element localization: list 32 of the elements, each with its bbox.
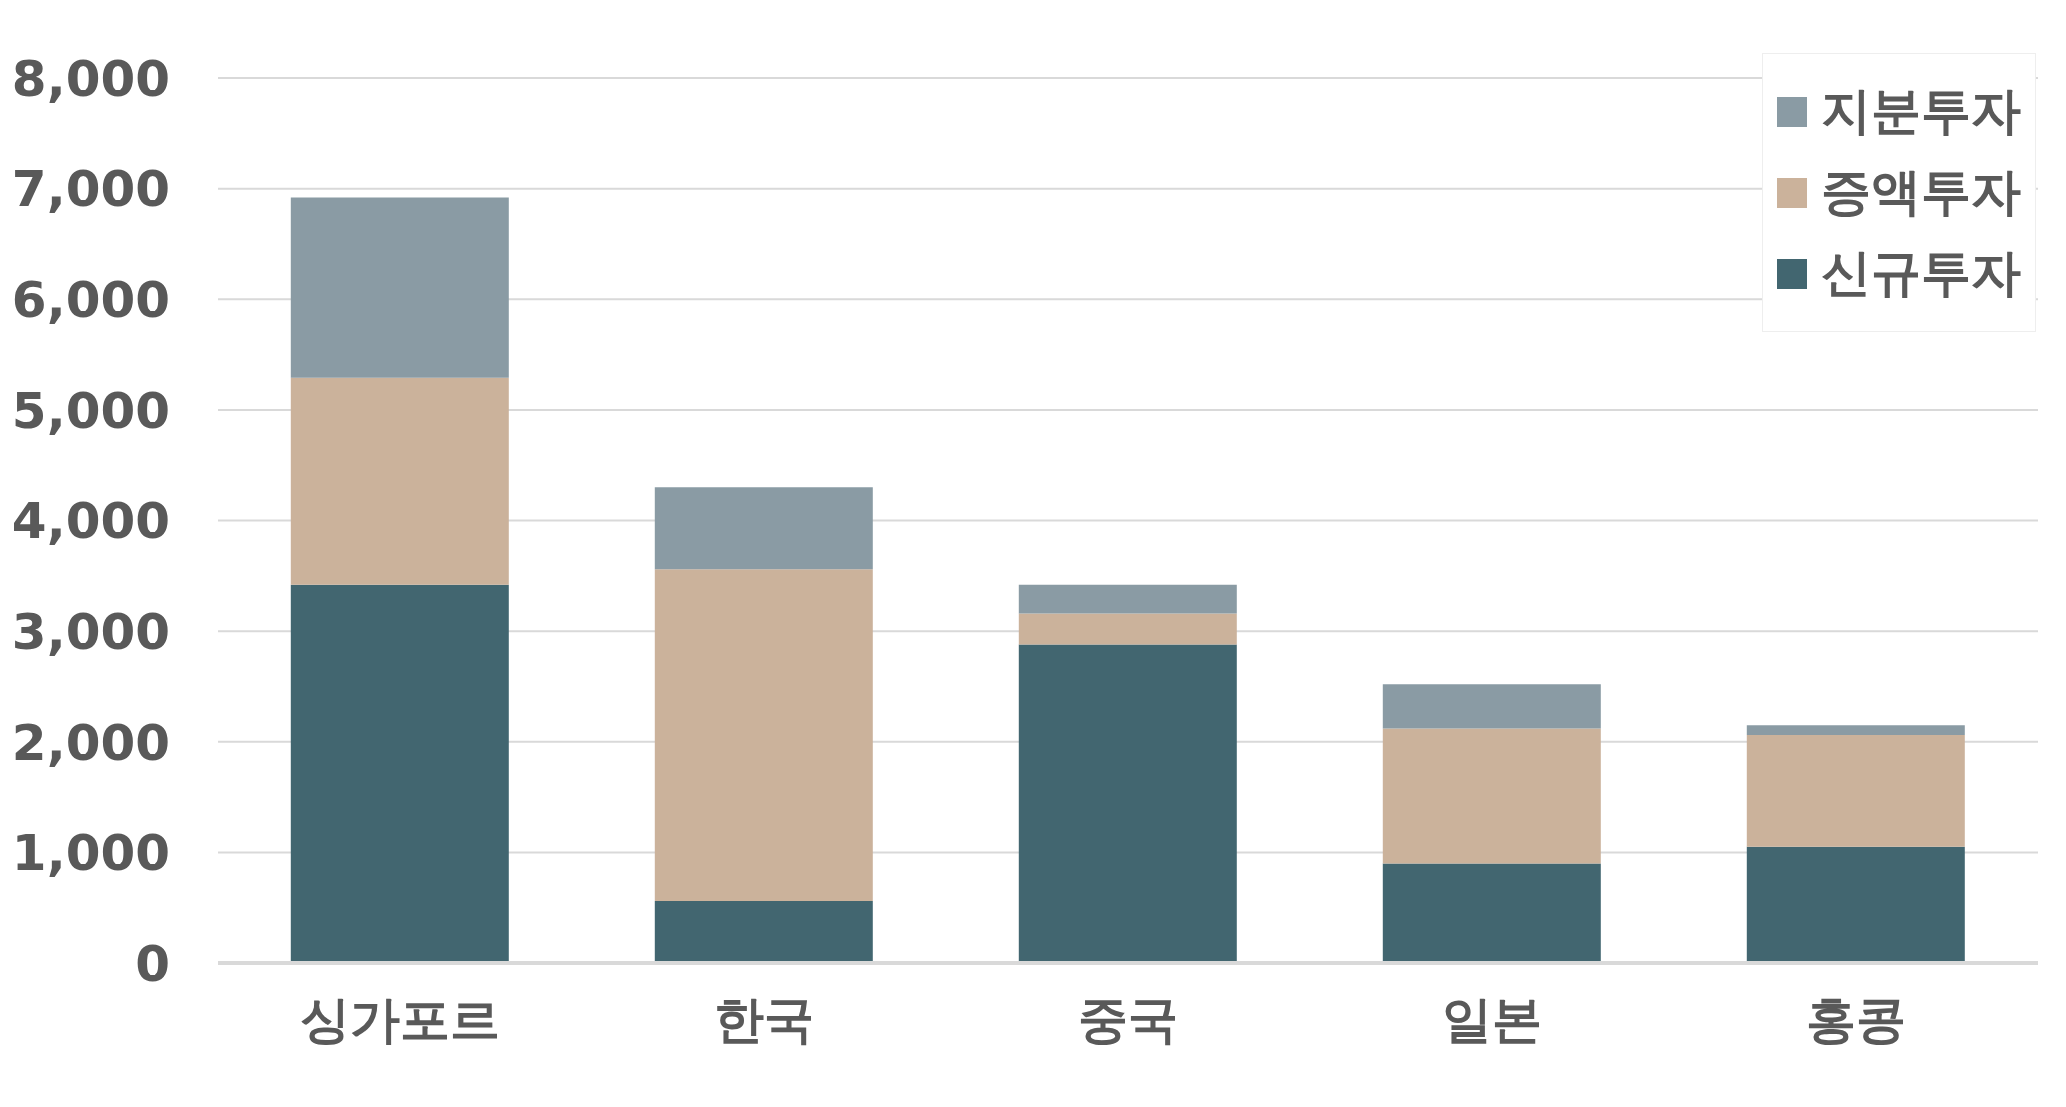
bar: [1382, 684, 1601, 729]
bar: [654, 487, 873, 570]
bar: [1746, 846, 1965, 963]
bar: [1018, 644, 1237, 963]
y-tick-label: 4,000: [11, 492, 170, 551]
bar: [1018, 584, 1237, 614]
legend-label: 증액투자: [1821, 162, 2021, 223]
x-tick-label: 일본: [1442, 990, 1542, 1049]
y-tick-label: 3,000: [11, 602, 170, 661]
y-tick-label: 6,000: [11, 271, 170, 329]
bar: [290, 197, 509, 378]
y-tick-label: 5,000: [11, 381, 170, 440]
y-tick-label: 7,000: [11, 160, 170, 219]
bar: [1746, 725, 1965, 736]
bar: [290, 584, 509, 963]
bar: [654, 901, 873, 963]
y-tick-label: 0: [135, 934, 170, 993]
y-tick-label: 1,000: [11, 824, 170, 883]
y-tick-label: 2,000: [11, 713, 170, 772]
x-tick-label: 싱가포르: [300, 990, 500, 1049]
x-tick-label: 중국: [1078, 990, 1178, 1049]
x-tick-label: 한국: [714, 990, 814, 1049]
legend-label: 신규투자: [1821, 243, 2021, 304]
bar: [1018, 613, 1237, 645]
bar: [1382, 728, 1601, 864]
bar: [1746, 735, 1965, 847]
y-tick-label: 8,000: [11, 49, 170, 108]
bar: [1382, 863, 1601, 963]
bar: [654, 569, 873, 902]
legend-label: 지분투자: [1821, 81, 2021, 142]
x-tick-label: 홍콩: [1806, 990, 1906, 1049]
bar: [290, 377, 509, 585]
